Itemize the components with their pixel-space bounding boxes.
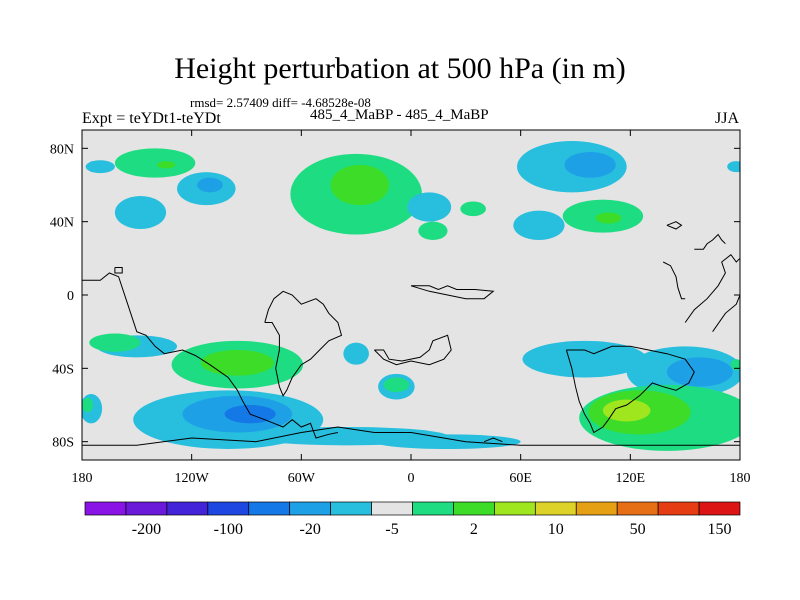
colorbar-swatch-13 — [616, 501, 659, 516]
season-label: JJA — [715, 110, 740, 127]
contour-region-37 — [602, 399, 651, 422]
coastline-7 — [712, 294, 740, 332]
coastline-layer — [82, 221, 740, 446]
contour-region-4 — [114, 148, 196, 178]
coastline-3 — [374, 334, 452, 366]
colorbar: -200 -100 -20 -5 2 10 50 150 — [84, 501, 741, 538]
contour-region-34 — [666, 357, 733, 387]
chart-title: Height perturbation at 500 hPa (in m) — [174, 52, 626, 85]
x-tick-label: 0 — [408, 471, 415, 486]
contour-region-11 — [513, 210, 565, 240]
x-tick-label: 60E — [509, 471, 532, 486]
contour-region-38 — [730, 359, 740, 371]
contour-region-2 — [197, 177, 223, 193]
contour-region-3 — [114, 196, 167, 229]
contour-region-13 — [564, 152, 616, 178]
y-tick-label: 80S — [52, 436, 74, 451]
y-tick-label: 0 — [67, 289, 74, 304]
colorbar-swatch-4 — [248, 501, 291, 516]
colorbar-swatch-11 — [534, 501, 577, 516]
colorbar-swatch-12 — [575, 501, 618, 516]
y-tick-label: 80N — [50, 142, 74, 157]
colorbar-label: 50 — [630, 521, 646, 538]
contour-region-10 — [460, 201, 486, 217]
rmsd-diff-label: rmsd= 2.57409 diff= -4.68528e-08 — [190, 95, 371, 110]
coastline-6 — [565, 345, 695, 434]
colorbar-swatch-8 — [412, 501, 454, 516]
contour-region-16 — [727, 161, 740, 173]
colorbar-swatch-6 — [330, 501, 372, 516]
contour-layer — [82, 141, 740, 451]
x-tick-label: 120W — [175, 471, 210, 486]
contour-region-5 — [156, 161, 176, 169]
colorbar-label: -5 — [385, 521, 398, 538]
coastline-2 — [264, 290, 343, 397]
contour-region-19 — [89, 333, 141, 352]
colorbar-label: 10 — [548, 521, 564, 538]
coastline-10 — [666, 221, 683, 230]
contour-region-15 — [595, 212, 622, 224]
x-tick-label: 60W — [288, 471, 316, 486]
colorbar-label: 150 — [708, 521, 732, 538]
coastline-4 — [410, 285, 495, 300]
case-pair-label: 485_4_MaBP - 485_4_MaBP — [310, 107, 489, 123]
y-tick-label: 40S — [52, 362, 74, 377]
contour-region-24 — [383, 377, 410, 393]
colorbar-swatch-1 — [125, 501, 168, 516]
colorbar-label: 2 — [470, 521, 478, 538]
contour-region-31 — [82, 397, 93, 413]
contour-region-8 — [407, 192, 452, 222]
colorbar-swatch-3 — [207, 501, 250, 516]
coastline-9 — [662, 261, 686, 300]
coastline-0 — [82, 426, 740, 446]
x-tick-label: 120E — [616, 471, 646, 486]
contour-region-17 — [87, 161, 99, 173]
experiment-label: Expt = teYDt1-teYDt — [82, 110, 221, 127]
coastline-5 — [483, 437, 503, 443]
x-tick-label: 180 — [730, 471, 751, 486]
coastline-11 — [694, 233, 726, 250]
colorbar-label: -20 — [299, 521, 320, 538]
x-tick-label: 180 — [72, 471, 93, 486]
contour-region-22 — [343, 342, 369, 365]
colorbar-swatch-10 — [494, 501, 536, 516]
colorbar-swatch-5 — [289, 501, 331, 516]
coastline-8 — [684, 253, 740, 323]
contour-region-29 — [374, 434, 521, 449]
colorbar-label: -100 — [214, 521, 243, 538]
contour-region-21 — [200, 350, 274, 376]
axis-layer: 180 120W 60W 0 60E 120E 180 80N 40N 0 40S 80S — [50, 130, 751, 486]
contour-region-32 — [522, 340, 647, 378]
colorbar-swatch-14 — [657, 501, 700, 516]
colorbar-label: -200 — [132, 521, 161, 538]
colorbar-swatch-2 — [166, 501, 209, 516]
colorbar-swatch-7 — [371, 501, 413, 516]
contour-region-9 — [418, 221, 448, 240]
coastline-12 — [114, 267, 123, 274]
coastline-1 — [82, 272, 338, 439]
colorbar-swatch-15 — [698, 501, 741, 516]
colorbar-swatch-0 — [84, 501, 127, 516]
contour-region-7 — [330, 164, 390, 206]
y-tick-label: 40N — [50, 216, 74, 231]
colorbar-swatch-9 — [453, 501, 495, 516]
